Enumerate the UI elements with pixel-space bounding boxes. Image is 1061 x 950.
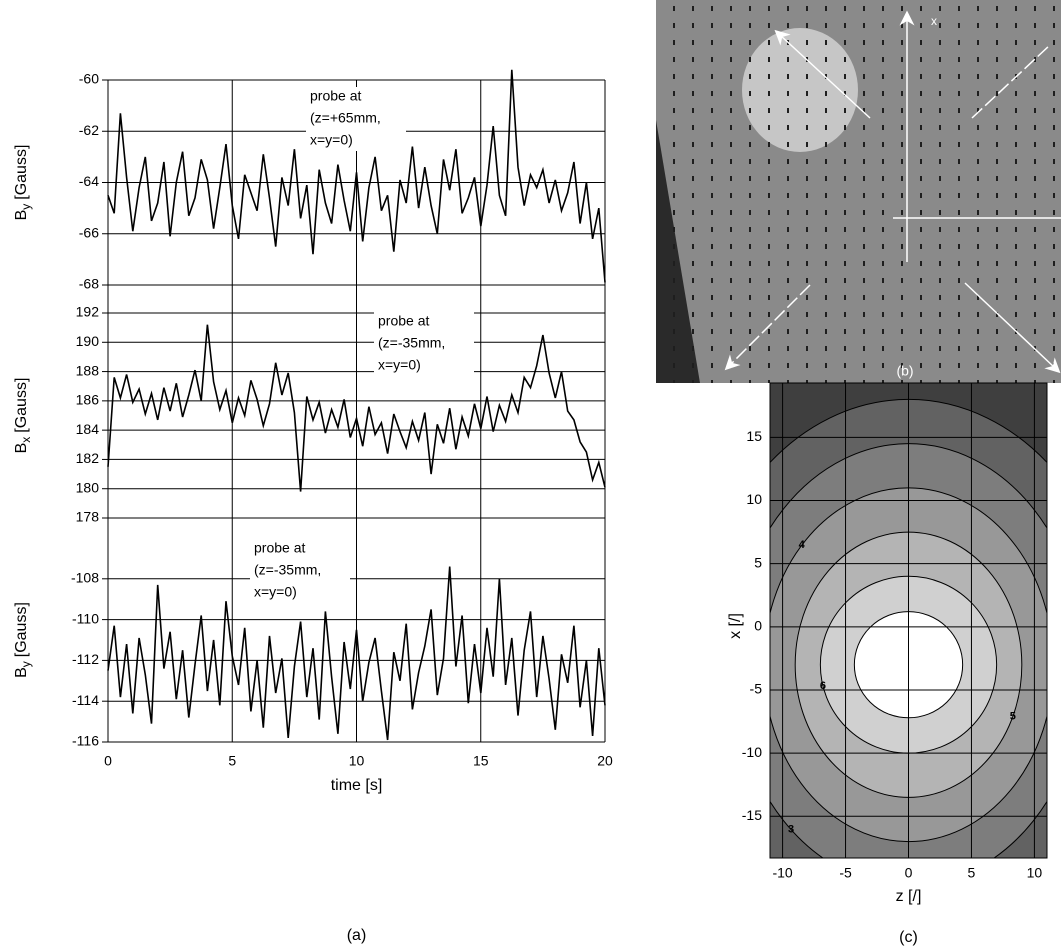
y-tick-label: 0	[754, 618, 762, 634]
caption: (c)	[899, 929, 918, 946]
y-tick-label: 192	[76, 304, 100, 320]
ylabel-unit: [Gauss]	[13, 145, 30, 200]
series-line	[107, 566, 606, 741]
ylabel-subscript: y	[19, 661, 33, 667]
series-line	[107, 324, 606, 492]
y-tick-label: 15	[746, 428, 762, 444]
y-tick-label: -15	[742, 807, 762, 823]
annotation: (z=+65mm,	[310, 110, 381, 126]
y-tick-label: 182	[76, 450, 100, 466]
y-tick-label: -60	[79, 71, 99, 87]
x-tick-label: 20	[597, 753, 613, 769]
contour-label: 5	[1010, 710, 1016, 722]
y-tick-label: -68	[79, 276, 99, 292]
y-axis-label: By [Gauss]	[13, 145, 33, 221]
x-tick-label: 5	[968, 865, 976, 881]
y-tick-label: 5	[754, 554, 762, 570]
caption: (b)	[896, 363, 913, 379]
y-axis-label: Bx [Gauss]	[13, 378, 33, 454]
x-axis-label: z [/]	[896, 888, 922, 905]
x-tick-label: -5	[839, 865, 852, 881]
y-axis-label: By [Gauss]	[13, 602, 33, 678]
axis-label: x	[931, 14, 937, 28]
x-tick-label: 10	[349, 753, 365, 769]
annotation: (z=-35mm,	[254, 562, 321, 578]
y-tick-label: -108	[71, 570, 99, 586]
axes-overlay	[724, 10, 1061, 374]
x-tick-label: 0	[104, 753, 112, 769]
y-tick-label: 10	[746, 491, 762, 507]
contour-label: 6	[820, 680, 826, 692]
y-tick-label: -110	[72, 610, 99, 626]
series-line	[107, 69, 606, 283]
ylabel-symbol: B	[13, 443, 30, 454]
y-tick-label: 186	[76, 392, 100, 408]
ylabel-subscript: x	[19, 437, 33, 443]
panel-b: x (b)	[656, 0, 1061, 383]
ylabel-symbol: B	[13, 667, 30, 678]
contour-label: 4	[799, 539, 806, 551]
annotation: probe at	[378, 313, 429, 329]
y-tick-label: 184	[76, 421, 100, 437]
x-tick-label: 0	[905, 865, 913, 881]
y-tick-label: -114	[72, 692, 99, 708]
annotation: x=y=0)	[254, 584, 297, 600]
y-tick-label: -62	[79, 122, 99, 138]
ylabel-unit: [Gauss]	[13, 602, 30, 657]
ylabel-symbol: B	[13, 210, 30, 221]
annotation-bg	[374, 312, 474, 376]
caption: (a)	[347, 927, 367, 944]
annotation: (z=-35mm,	[378, 335, 445, 351]
ylabel-unit: [Gauss]	[13, 378, 30, 433]
y-tick-label: -112	[72, 651, 99, 667]
contour-label: 3	[788, 823, 794, 835]
y-tick-label: 188	[76, 362, 100, 378]
y-tick-label: -66	[79, 224, 99, 240]
annotation: x=y=0)	[378, 357, 421, 373]
x-tick-label: 5	[228, 753, 236, 769]
x-tick-label: 10	[1027, 865, 1043, 881]
y-tick-label: 180	[76, 479, 100, 495]
plot-frame	[769, 382, 1048, 859]
y-axis-label: x [/]	[727, 613, 744, 639]
annotation-bg	[306, 87, 406, 151]
x-axis-label: time [s]	[331, 777, 383, 794]
ylabel-subscript: y	[19, 204, 33, 210]
annotation: x=y=0)	[310, 132, 353, 148]
y-tick-label: -5	[750, 681, 763, 697]
annotation-bg	[250, 539, 350, 603]
y-tick-label: 178	[76, 509, 100, 525]
y-tick-label: -116	[72, 733, 99, 749]
annotation: probe at	[254, 540, 305, 556]
annotation: probe at	[310, 88, 361, 104]
y-tick-label: -64	[79, 173, 99, 189]
y-tick-label: 190	[76, 333, 100, 349]
y-tick-label: -10	[742, 744, 762, 760]
x-tick-label: 15	[473, 753, 489, 769]
contour-plot	[770, 383, 1047, 858]
x-tick-label: -10	[772, 865, 792, 881]
vector-field	[656, 0, 1061, 383]
